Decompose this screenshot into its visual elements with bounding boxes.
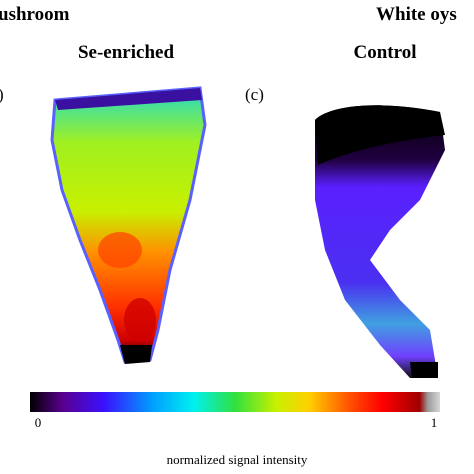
colorbar [30,392,440,412]
colorbar-min: 0 [35,415,42,430]
heatmap-edge [120,345,152,364]
heatmap-spot [98,232,142,268]
heatmap-edge [315,105,445,165]
heatmap-spot [124,298,156,342]
heatmap-edge [410,362,438,378]
heatmap-control [315,105,445,378]
panel-label: ) [0,85,4,104]
heatmap-edge [55,88,202,110]
panel-title: Se-enriched [78,42,174,63]
left-title: ushroom [0,4,70,25]
right-title: White oys [376,4,457,25]
panel-label: (c) [245,85,264,104]
colorbar-label: normalized signal intensity [167,452,308,467]
colorbar-max: 1 [431,415,438,430]
panel-title: Control [354,42,417,63]
